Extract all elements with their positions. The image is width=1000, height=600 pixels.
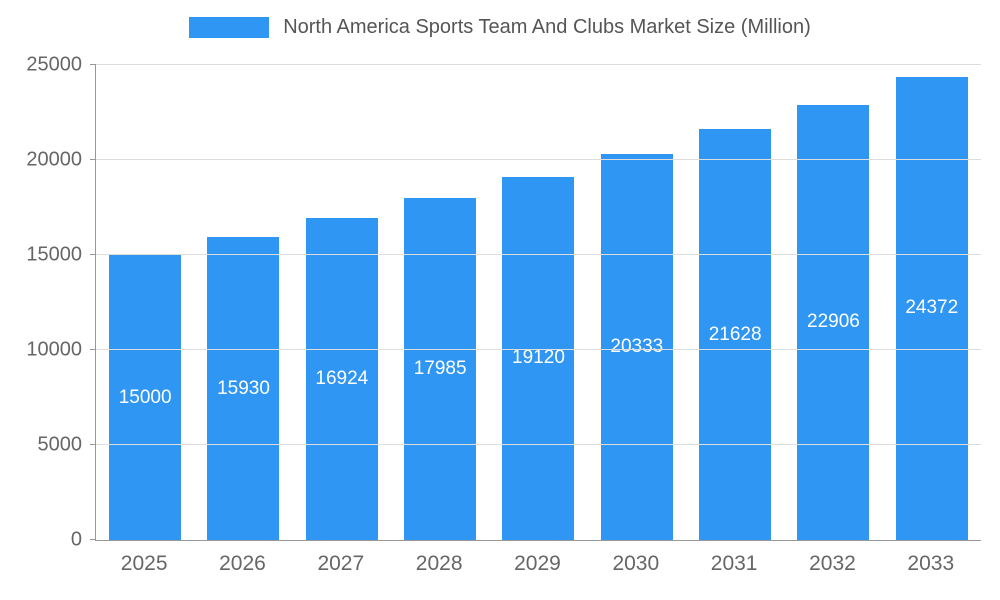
bar-value-label-2031: 21628 (708, 323, 762, 345)
bar-value-label-2026: 15930 (217, 377, 270, 399)
bar-2026: 15930 (207, 237, 280, 540)
y-tick-label-5000: 5000 (37, 433, 83, 456)
y-tick-mark-10000 (90, 349, 96, 350)
x-tick-label-2028: 2028 (415, 552, 463, 575)
chart-title: North America Sports Team And Clubs Mark… (283, 16, 811, 38)
bar-2025: 15000 (109, 255, 182, 540)
bar-value-label-2030: 20333 (610, 335, 664, 357)
y-tick-label-15000: 15000 (26, 243, 82, 266)
x-tick-label-2026: 2026 (219, 552, 266, 575)
y-tick-label-25000: 25000 (26, 53, 82, 76)
x-tick-label-2025: 2025 (120, 552, 168, 575)
y-tick-mark-15000 (90, 254, 96, 255)
bar-2031: 21628 (699, 129, 772, 540)
bar-2028: 17985 (404, 198, 477, 540)
x-tick-label-2029: 2029 (514, 552, 561, 575)
bar-value-label-2029: 19120 (512, 347, 565, 369)
gridline-10000 (96, 349, 981, 350)
y-tick-label-20000: 20000 (26, 148, 82, 171)
y-tick-mark-25000 (90, 64, 96, 65)
bar-value-label-2025: 15000 (118, 386, 172, 408)
bar-2029: 19120 (502, 176, 575, 540)
bar-value-label-2032: 22906 (807, 311, 860, 333)
x-tick-label-2033: 2033 (907, 552, 955, 575)
bar-2032: 22906 (797, 104, 870, 540)
bar-value-label-2028: 17985 (413, 358, 467, 380)
x-tick-label-2032: 2032 (809, 552, 856, 575)
bar-value-label-2033: 24372 (905, 297, 959, 319)
gridline-25000 (96, 64, 981, 65)
chart-legend: North America Sports Team And Clubs Mark… (0, 16, 1000, 39)
bar-value-label-2027: 16924 (315, 368, 369, 390)
gridline-20000 (96, 159, 981, 160)
x-axis-labels: 2025 2026 2027 2028 2029 2030 2031 2032 2033 (95, 552, 980, 576)
y-tick-mark-0 (90, 539, 96, 540)
gridline-15000 (96, 254, 981, 255)
bars-container: 15000 15930 16924 17985 19120 20333 21628 22906… (96, 65, 981, 540)
gridline-5000 (96, 444, 981, 445)
y-tick-mark-20000 (90, 159, 96, 160)
y-tick-mark-5000 (90, 444, 96, 445)
bar-2027: 16924 (305, 218, 378, 540)
bar-2030: 20333 (600, 153, 673, 540)
x-tick-label-2030: 2030 (612, 552, 660, 575)
x-tick-label-2027: 2027 (317, 552, 365, 575)
plot-area: 15000 15930 16924 17985 19120 20333 21628 22906… (26, 54, 981, 551)
x-tick-label-2031: 2031 (710, 552, 758, 575)
bar-2033: 24372 (895, 76, 968, 540)
y-tick-label-0: 0 (70, 528, 82, 551)
y-tick-label-10000: 10000 (26, 338, 82, 361)
legend-swatch-icon (189, 17, 270, 38)
